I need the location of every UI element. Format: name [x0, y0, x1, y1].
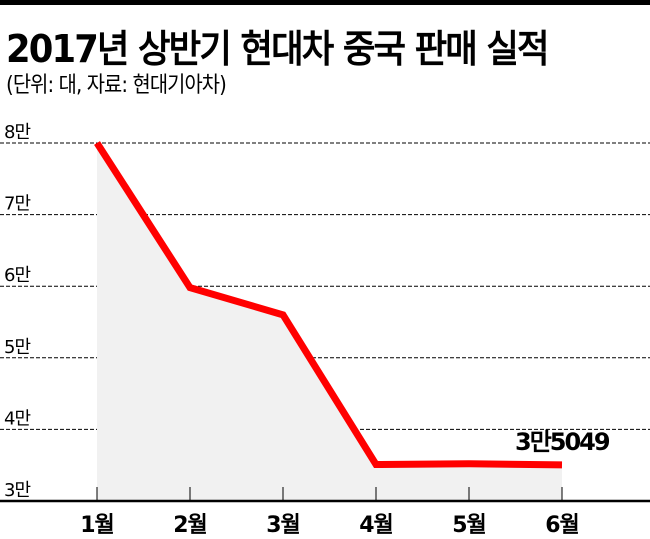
y-axis-labels: 8만 7만 6만 5만 4만 3만: [4, 122, 31, 501]
x-tick-label: 1월: [80, 513, 114, 538]
y-tick-label: 3만: [4, 480, 30, 501]
x-tick-label: 2월: [173, 513, 207, 538]
x-tick-label: 4월: [359, 513, 393, 538]
chart-title: 2017년 상반기 현대차 중국 판매 실적: [6, 27, 549, 71]
x-axis-labels: 1월 2월 3월 4월 5월 6월: [80, 513, 580, 538]
y-tick-label: 8만: [4, 122, 30, 143]
y-tick-label: 5만: [4, 337, 30, 358]
y-tick-label: 6만: [4, 265, 30, 286]
x-tick-label: 5월: [452, 513, 486, 538]
value-annotation: 3만5049: [515, 428, 610, 456]
x-axis-ticks: [96, 487, 563, 501]
x-tick-label: 3월: [266, 513, 300, 538]
x-tick-label: 6월: [545, 513, 579, 538]
area-fill: [97, 143, 562, 501]
y-tick-label: 7만: [4, 194, 30, 215]
y-tick-label: 4만: [4, 408, 30, 429]
chart-subtitle: (단위: 대, 자료: 현대기아차): [6, 73, 227, 98]
top-bar: [0, 0, 650, 5]
data-line: [94, 141, 563, 469]
